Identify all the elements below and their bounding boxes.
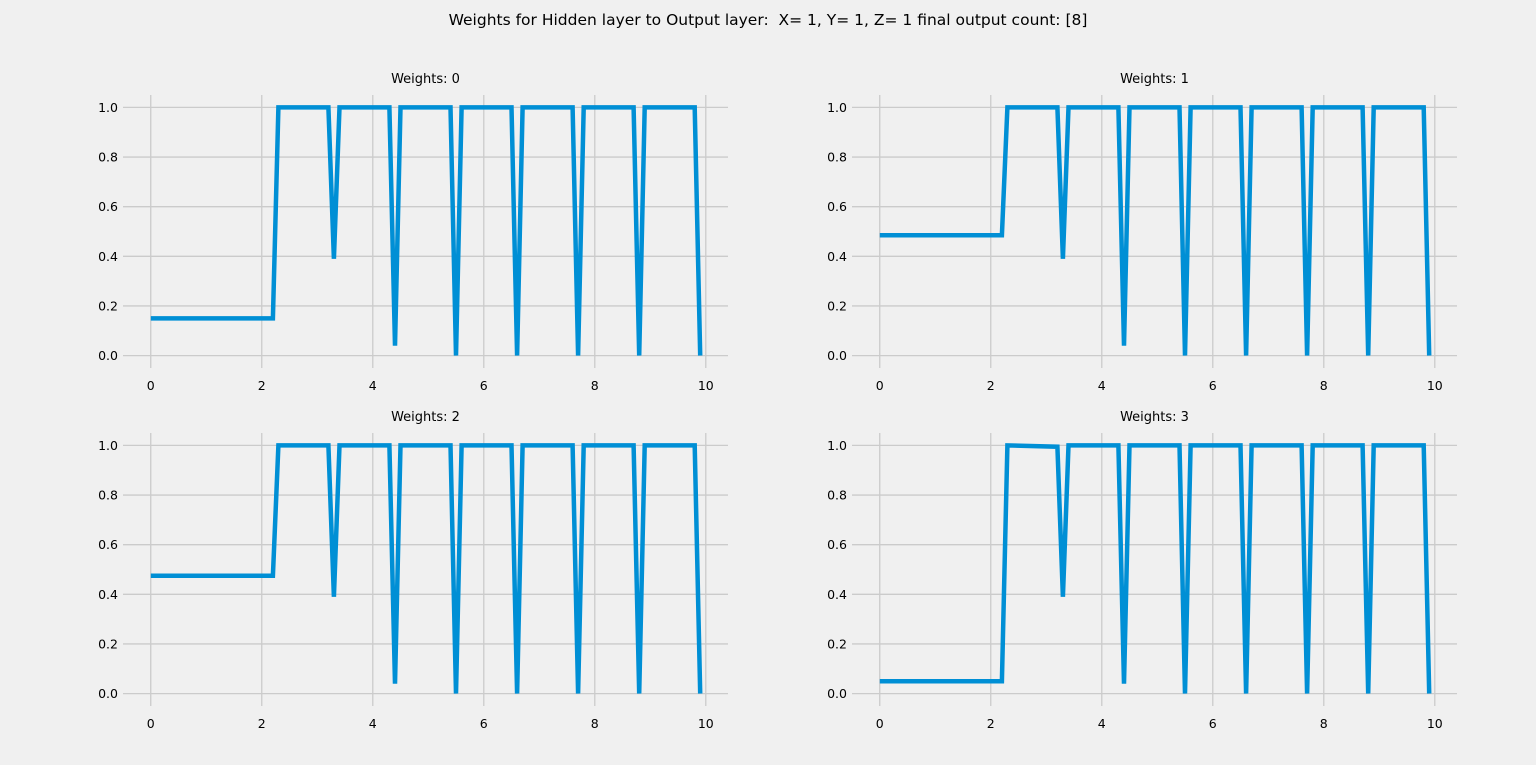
x-tick-label: 10 — [1427, 716, 1443, 731]
y-tick-label: 1.0 — [98, 100, 118, 115]
y-tick-label: 0.0 — [827, 686, 847, 701]
y-tick-label: 0.6 — [827, 537, 847, 552]
y-tick-label: 0.6 — [827, 199, 847, 214]
y-tick-label: 0.0 — [827, 348, 847, 363]
subplot-title: Weights: 2 — [391, 410, 460, 425]
x-tick-label: 4 — [1098, 378, 1106, 393]
y-tick-label: 0.8 — [98, 150, 118, 165]
y-tick-label: 0.4 — [827, 249, 847, 264]
y-tick-label: 0.8 — [827, 488, 847, 503]
x-tick-label: 2 — [258, 716, 266, 731]
y-tick-label: 0.6 — [98, 537, 118, 552]
subplot-title: Weights: 1 — [1120, 72, 1189, 87]
x-tick-label: 8 — [591, 716, 599, 731]
y-tick-label: 0.2 — [98, 636, 118, 651]
x-tick-label: 0 — [876, 378, 884, 393]
y-tick-label: 1.0 — [827, 438, 847, 453]
x-tick-label: 10 — [1427, 378, 1443, 393]
y-tick-label: 0.4 — [98, 249, 118, 264]
x-tick-label: 8 — [591, 378, 599, 393]
y-tick-label: 0.8 — [98, 488, 118, 503]
series-line-0 — [150, 443, 703, 694]
y-tick-label: 1.0 — [827, 100, 847, 115]
x-tick-label: 10 — [698, 716, 714, 731]
subplot-title: Weights: 3 — [1120, 410, 1189, 425]
figure-title: Weights for Hidden layer to Output layer… — [448, 11, 1088, 29]
x-tick-label: 8 — [1320, 716, 1328, 731]
x-tick-label: 4 — [369, 716, 377, 731]
x-tick-label: 6 — [1209, 716, 1217, 731]
y-tick-label: 1.0 — [98, 438, 118, 453]
subplot-1: Weights: 1 0 2 4 6 8 10 0.0 0.2 0.4 0.6 0.8 1.0 — [827, 72, 1457, 393]
subplot-title: Weights: 0 — [391, 72, 460, 87]
x-tick-label: 2 — [987, 716, 995, 731]
x-tick-label: 0 — [876, 716, 884, 731]
x-tick-label: 2 — [987, 378, 995, 393]
x-tick-label: 10 — [698, 378, 714, 393]
series-line-0 — [879, 105, 1432, 356]
y-tick-label: 0.0 — [98, 686, 118, 701]
x-tick-label: 0 — [147, 378, 155, 393]
y-tick-label: 0.0 — [98, 348, 118, 363]
x-tick-label: 6 — [480, 716, 488, 731]
y-tick-label: 0.2 — [98, 298, 118, 313]
x-tick-label: 4 — [369, 378, 377, 393]
series-line-0 — [150, 105, 703, 356]
x-tick-label: 4 — [1098, 716, 1106, 731]
y-tick-label: 0.8 — [827, 150, 847, 165]
y-tick-label: 0.4 — [827, 587, 847, 602]
y-tick-label: 0.6 — [98, 199, 118, 214]
series-line-0 — [879, 443, 1432, 694]
subplot-2: Weights: 2 0 2 4 6 8 10 0.0 0.2 0.4 0.6 0.8 1.0 — [98, 410, 728, 731]
x-tick-label: 0 — [147, 716, 155, 731]
x-tick-label: 8 — [1320, 378, 1328, 393]
y-tick-label: 0.4 — [98, 587, 118, 602]
y-tick-label: 0.2 — [827, 298, 847, 313]
subplot-3: Weights: 3 0 2 4 6 8 10 0.0 0.2 0.4 0.6 0.8 1.0 — [827, 410, 1457, 731]
x-tick-label: 2 — [258, 378, 266, 393]
y-tick-label: 0.2 — [827, 636, 847, 651]
x-tick-label: 6 — [1209, 378, 1217, 393]
subplot-0: Weights: 0 0 2 4 6 8 10 0.0 0.2 0.4 0.6 0.8 1.0 — [98, 72, 728, 393]
x-tick-label: 6 — [480, 378, 488, 393]
